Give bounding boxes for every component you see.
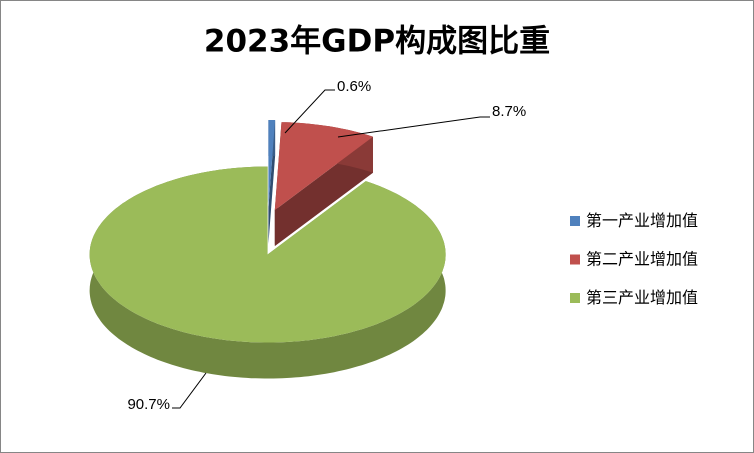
leader-line [337,116,490,138]
slice [89,166,446,343]
slice [274,122,373,211]
chart-title: 2023年GDP构成图比重 [204,24,550,60]
legend-label: 第一产业增加值 [586,212,698,230]
legend-swatch [570,216,580,226]
data-label: 90.7% [127,396,170,413]
pie-slice [268,120,276,244]
legend-label: 第三产业增加值 [586,289,698,307]
data-label: 8.7% [492,103,526,120]
pie-slice [89,166,446,379]
leader-line [284,89,335,134]
legend-swatch [570,293,580,303]
legend-label: 第二产业增加值 [586,251,698,269]
data-label: 0.6% [337,78,371,95]
slice [268,120,276,208]
legend-swatch [570,254,580,265]
leader-line [172,372,207,409]
